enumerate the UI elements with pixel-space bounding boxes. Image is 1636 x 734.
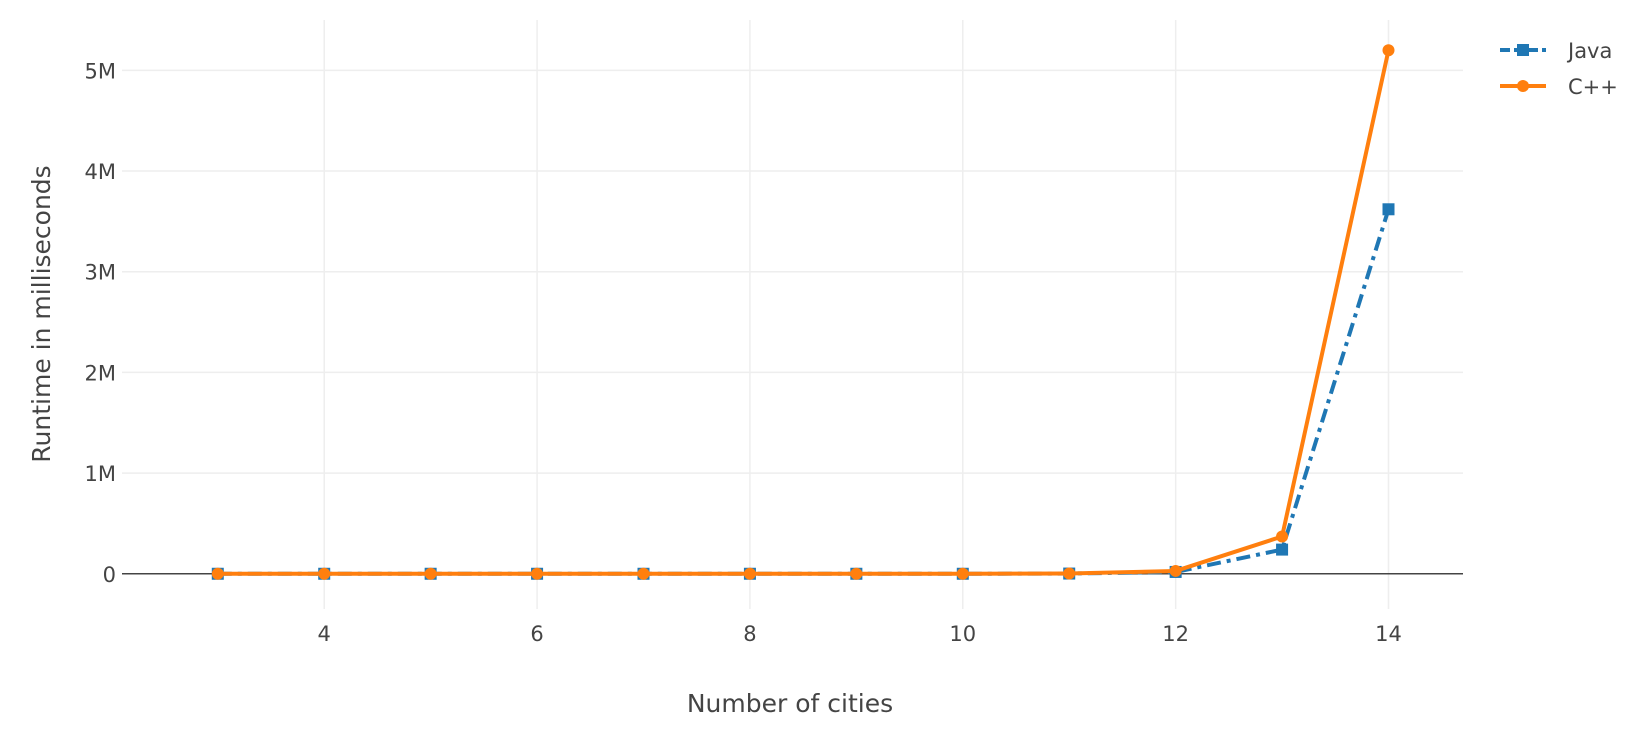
y-tick-label: 0 xyxy=(103,563,116,587)
series-cpp xyxy=(211,44,1395,580)
data-point xyxy=(424,567,437,580)
x-tick-label: 10 xyxy=(949,622,976,646)
series-line xyxy=(217,49,1391,576)
data-point xyxy=(531,567,544,580)
y-tick-label: 1M xyxy=(85,462,116,486)
x-tick-label: 14 xyxy=(1375,622,1402,646)
legend-marker xyxy=(1517,44,1529,56)
x-axis-ticks: 4 6 8 10 12 14 xyxy=(318,622,1402,646)
data-point xyxy=(850,567,863,580)
series-layer xyxy=(211,44,1395,580)
legend-item-java[interactable]: Java xyxy=(1500,39,1612,63)
legend[interactable]: Java C++ xyxy=(1500,39,1618,99)
legend-marker xyxy=(1517,80,1529,92)
x-tick-label: 12 xyxy=(1162,622,1189,646)
data-point xyxy=(743,567,756,580)
y-axis-title: Runtime in milliseconds xyxy=(27,165,56,462)
data-point xyxy=(1382,44,1395,57)
data-point xyxy=(1382,203,1395,216)
y-tick-label: 5M xyxy=(85,59,116,83)
grid-lines xyxy=(122,20,1463,609)
x-tick-label: 6 xyxy=(530,622,543,646)
x-tick-label: 8 xyxy=(743,622,756,646)
y-tick-label: 3M xyxy=(85,261,116,285)
data-point xyxy=(1063,567,1076,580)
y-tick-label: 2M xyxy=(85,361,116,385)
data-point xyxy=(637,567,650,580)
data-point xyxy=(211,567,224,580)
data-point xyxy=(318,567,331,580)
data-point xyxy=(1276,530,1289,543)
series-line xyxy=(217,208,1391,576)
legend-item-cpp[interactable]: C++ xyxy=(1500,75,1618,99)
series-java xyxy=(211,203,1395,580)
y-tick-label: 4M xyxy=(85,160,116,184)
legend-label: Java xyxy=(1566,39,1612,63)
y-axis-ticks: 0 1M 2M 3M 4M 5M xyxy=(85,59,116,586)
x-tick-label: 4 xyxy=(318,622,331,646)
data-point xyxy=(1276,543,1289,556)
legend-label: C++ xyxy=(1568,75,1618,99)
x-axis-title: Number of cities xyxy=(687,689,893,718)
data-point xyxy=(956,567,969,580)
data-point xyxy=(1169,564,1182,577)
